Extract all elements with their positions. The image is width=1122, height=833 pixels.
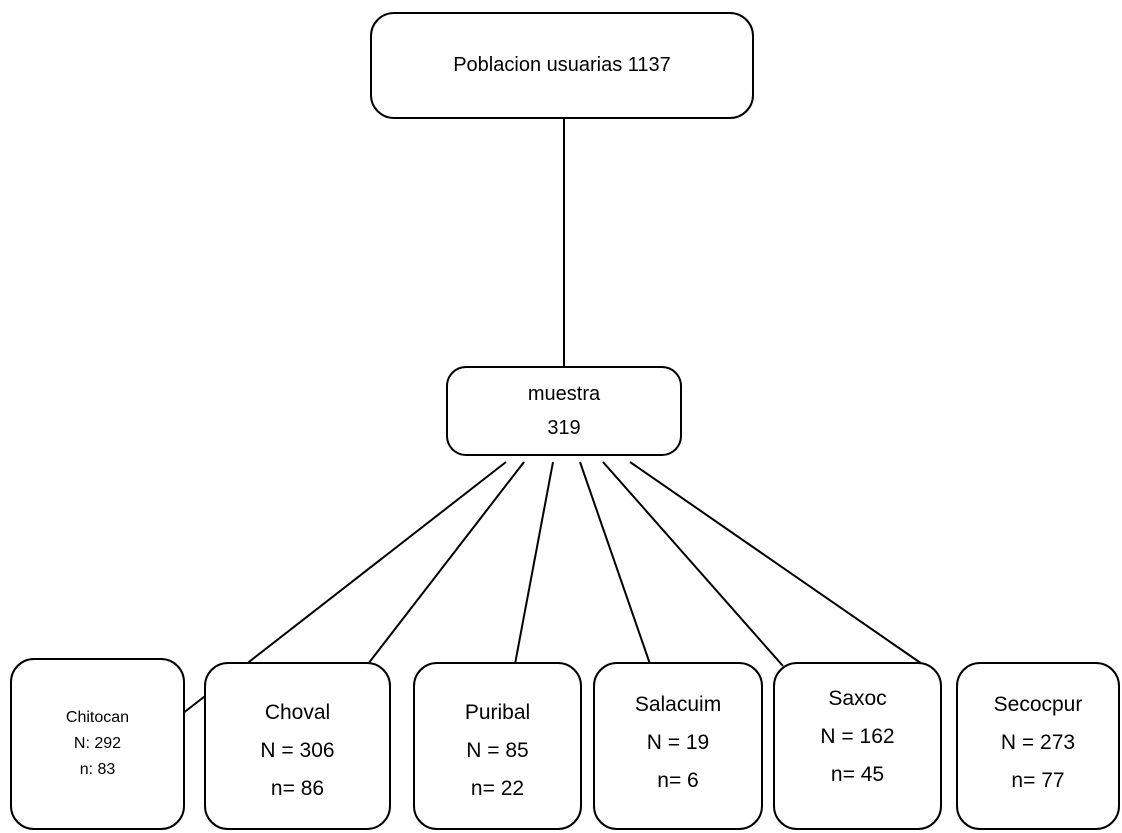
group-node-puribal: Puribal N = 85 n= 22 — [413, 662, 582, 830]
group-sample: n= 22 — [470, 777, 525, 800]
group-sample: n= 6 — [657, 769, 699, 792]
population-label: Poblacion usuarias 1137 — [453, 54, 671, 76]
group-node-chitocan: Chitocan N: 292 n: 83 — [10, 658, 185, 830]
group-sample: n: 83 — [79, 761, 116, 778]
group-population: N = 85 — [466, 739, 529, 762]
group-name: Saxoc — [828, 687, 887, 710]
group-population: N: 292 — [73, 735, 122, 752]
group-name: Chitocan — [65, 709, 130, 726]
connector-sample-to-secocpur — [629, 461, 926, 667]
connector-sample-to-puribal — [514, 461, 554, 665]
group-name: Puribal — [464, 701, 531, 724]
group-population: N = 19 — [646, 731, 710, 754]
sample-value: 319 — [547, 417, 581, 439]
group-name: Secocpur — [993, 693, 1083, 716]
sample-node: muestra 319 — [446, 366, 682, 456]
group-population: N = 273 — [1000, 731, 1076, 754]
group-node-saxoc: Saxoc N = 162 n= 45 — [773, 662, 942, 830]
group-name: Salacuim — [634, 693, 722, 716]
group-sample: n= 45 — [830, 763, 885, 786]
sample-label: muestra — [527, 383, 601, 405]
group-sample: n= 77 — [1011, 769, 1065, 792]
group-name: Choval — [264, 701, 331, 724]
connector-sample-to-salacuim — [579, 461, 651, 665]
population-node: Poblacion usuarias 1137 — [370, 12, 754, 119]
connector-sample-to-saxoc — [602, 461, 784, 667]
group-node-secocpur: Secocpur N = 273 n= 77 — [956, 662, 1120, 830]
group-node-salacuim: Salacuim N = 19 n= 6 — [593, 662, 763, 830]
connector-sample-to-choval — [367, 461, 525, 665]
group-population: N = 162 — [820, 725, 895, 748]
group-node-choval: Choval N = 306 n= 86 — [204, 662, 391, 830]
group-sample: n= 86 — [270, 777, 325, 800]
group-population: N = 306 — [260, 739, 335, 762]
